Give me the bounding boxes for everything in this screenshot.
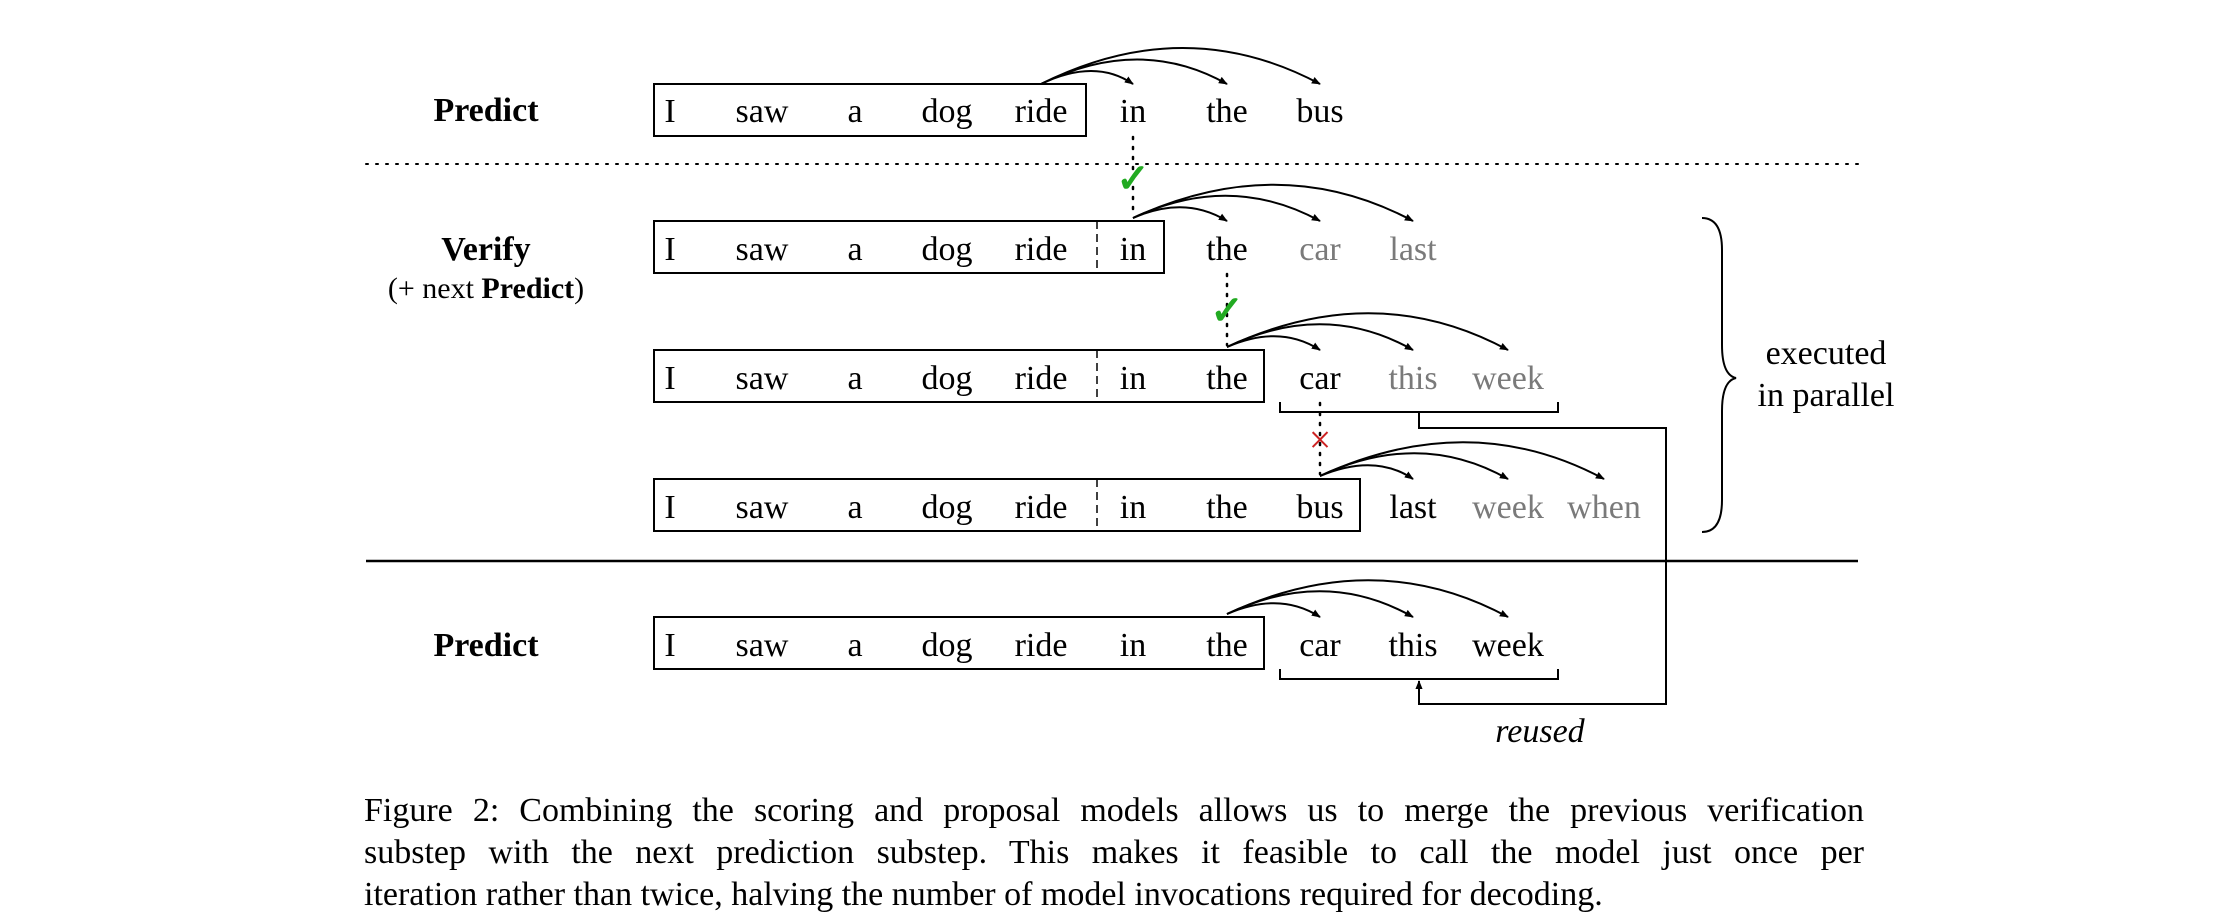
arc-b-week [1226,579,1509,618]
arc-to-bus [1040,47,1321,85]
verify-3-token-3: dog [922,489,973,526]
verify-2-token-0: I [664,360,675,397]
predict-bottom-token-2: a [847,627,862,664]
executed-label-line1: executed [1766,335,1887,372]
check-mark-1: ✓ [1116,156,1150,201]
predict-top-token-7: bus [1296,93,1343,130]
predict-top-token-0: I [664,93,675,130]
predict-bottom-token-6: the [1206,627,1248,664]
caption-line-3: iteration rather than twice, halving the… [364,876,1603,913]
predict-top-token-2: a [847,93,862,130]
verify-2-token-8: this [1388,360,1437,397]
verify-1-token-5: in [1120,231,1146,268]
executed-label-line2: in parallel [1758,377,1895,414]
verify-2-token-2: a [847,360,862,397]
verify-2-token-1: saw [736,360,789,397]
verify-1-token-6: the [1206,231,1248,268]
predict-bottom-token-1: saw [736,627,789,664]
predict-bottom-token-7: car [1299,627,1341,664]
verify-3-token-10: when [1567,489,1641,526]
verify-1-token-3: dog [922,231,973,268]
reused-label: reused [1495,713,1585,750]
verify-3-token-0: I [664,489,675,526]
verify-1-token-2: a [847,231,862,268]
verify-2-token-4: ride [1015,360,1068,397]
predict-top-token-5: in [1120,93,1146,130]
verify-1-token-7: car [1299,231,1341,268]
predict-label-bottom: Predict [433,627,539,664]
verify-2-token-6: the [1206,360,1248,397]
figure-caption: Figure 2: Combining the scoring and prop… [364,790,1864,916]
verify-1-token-1: saw [736,231,789,268]
prediction-arcs-top [1040,47,1321,85]
verify-2-token-9: week [1472,360,1544,397]
token-box-verify-1 [653,220,1165,274]
verify-3-token-9: week [1472,489,1544,526]
arc-v3-last [1319,464,1414,480]
predict-label-top: Predict [433,92,539,129]
reuse-connector [1415,413,1667,705]
token-box-verify-3 [653,478,1361,532]
predict-bottom-token-0: I [664,627,675,664]
arc-v2-week [1226,312,1509,351]
prediction-arcs-bottom [1226,579,1509,618]
verify-2-token-7: car [1299,360,1341,397]
cross-mark: × [1309,417,1332,462]
arc-v2-car [1226,335,1321,351]
verify-label: Verify [441,231,530,268]
predict-top-token-3: dog [922,93,973,130]
verify-3-token-6: the [1206,489,1248,526]
verify-sub-bold: Predict [481,272,574,305]
verify-3-token-8: last [1389,489,1437,526]
arc-v3-when [1319,441,1605,480]
predict-bottom-token-9: week [1472,627,1544,664]
verify-3-token-2: a [847,489,862,526]
check-mark-2: ✓ [1210,288,1244,333]
predict-top-token-4: ride [1015,93,1068,130]
verify-1-token-4: ride [1015,231,1068,268]
verify-sub-suffix: ) [574,272,584,305]
verify-3-token-5: in [1120,489,1146,526]
prediction-arcs-verify-1 [1132,183,1414,222]
predict-bottom-token-8: this [1388,627,1437,664]
verify-2-token-3: dog [922,360,973,397]
bracket-predict-bottom [1279,669,1559,680]
verify-3-token-7: bus [1296,489,1343,526]
parallel-brace [1701,217,1737,533]
verify-sub-prefix: (+ next [388,272,482,305]
verify-sublabel: (+ next Predict) [388,272,584,305]
prediction-arcs-verify-3 [1319,441,1605,480]
predict-bottom-token-4: ride [1015,627,1068,664]
token-box-predict-top [653,83,1087,137]
predict-bottom-token-3: dog [922,627,973,664]
token-box-predict-bottom [653,616,1265,670]
arc-v1-last [1132,183,1414,222]
verify-3-token-4: ride [1015,489,1068,526]
verify-2-token-5: in [1120,360,1146,397]
caption-line-1: Figure 2: Combining the scoring and prop… [364,792,1864,829]
verify-1-token-8: last [1389,231,1437,268]
predict-bottom-token-5: in [1120,627,1146,664]
arc-v1-the [1132,206,1228,222]
arc-b-car [1226,602,1321,618]
bracket-verify-2 [1279,402,1559,413]
verify-3-token-1: saw [736,489,789,526]
prediction-arcs-verify-2 [1226,312,1509,351]
caption-line-2: substep with the next prediction substep… [364,834,1864,871]
predict-top-token-6: the [1206,93,1248,130]
predict-top-token-1: saw [736,93,789,130]
arc-v3-week [1319,452,1509,480]
token-box-verify-2 [653,349,1265,403]
verify-1-token-0: I [664,231,675,268]
